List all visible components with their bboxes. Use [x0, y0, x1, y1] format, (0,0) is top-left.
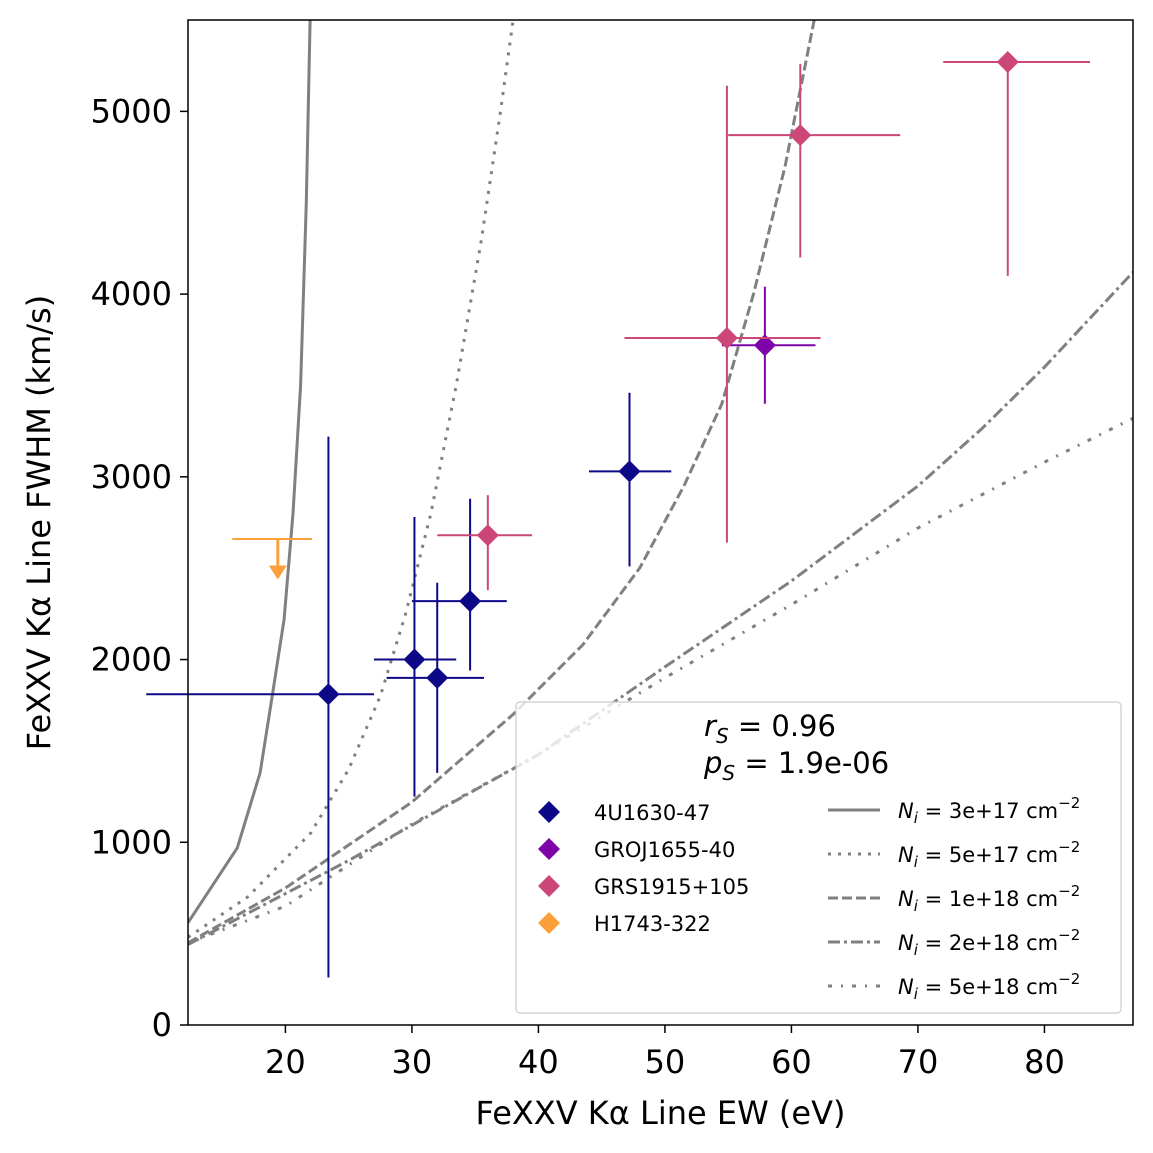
legend-entry-ni-1e-18: Ni = 1e+18 cm−2 — [828, 882, 1080, 915]
y-tick-label: 5000 — [91, 92, 172, 130]
legend-diamond-marker — [538, 912, 560, 934]
legend-series-entries: 4U1630-47 GROJ1655-40 GRS1915+105 H1743-322 — [538, 801, 749, 936]
x-tick-label: 20 — [265, 1043, 306, 1081]
legend-curve-label: Ni = 5e+17 cm−2 — [898, 838, 1080, 871]
legend-series-label: GROJ1655-40 — [594, 838, 735, 862]
data-point-grs1915-105-1 — [437, 495, 533, 591]
diamond-marker — [996, 51, 1019, 74]
legend-entry-4u1630-47: 4U1630-47 — [538, 801, 710, 825]
spearman-p-label: pS = 1.9e-06 — [703, 746, 889, 785]
diamond-marker — [476, 524, 499, 547]
data-point-grs1915-105-4 — [943, 51, 1090, 276]
legend: rS = 0.96 pS = 1.9e-06 4U1630-47 GROJ1655… — [515, 701, 1122, 1014]
data-point-grs1915-105-2 — [624, 85, 821, 543]
model-curve-ni-5e-17 — [188, 20, 515, 939]
model-curves-layer — [188, 20, 1133, 946]
legend-diamond-marker — [538, 875, 560, 897]
data-point-groj1655-40-1 — [721, 286, 816, 404]
model-curve-ni-1e-18 — [188, 20, 816, 945]
upper-limit-arrow-icon — [268, 565, 287, 580]
legend-entry-grs1915-105: GRS1915+105 — [538, 875, 749, 899]
model-curve-ni-5e-18 — [188, 416, 1133, 945]
data-point-4u1630-47-4 — [411, 498, 507, 671]
legend-entry-ni-5e-17: Ni = 5e+17 cm−2 — [828, 838, 1080, 871]
legend-series-label: H1743-322 — [594, 912, 711, 936]
legend-curve-label: Ni = 5e+18 cm−2 — [898, 970, 1080, 1003]
diamond-marker — [403, 648, 426, 671]
data-point-4u1630-47-3 — [386, 582, 485, 773]
diamond-marker — [753, 334, 776, 357]
diamond-marker — [715, 326, 738, 349]
x-tick-label: 30 — [392, 1043, 433, 1081]
y-tick-label: 2000 — [91, 641, 172, 679]
legend-series-label: 4U1630-47 — [594, 801, 710, 825]
diamond-marker — [426, 666, 449, 689]
diamond-marker — [789, 124, 812, 147]
x-tick-label: 70 — [898, 1043, 939, 1081]
data-point-4u1630-47-2 — [373, 517, 457, 797]
axis-ticks-layer: 20 30 40 50 60 70 80 0 1000 2000 3000 4000 5000 — [91, 92, 1065, 1081]
legend-box — [515, 701, 1122, 1014]
legend-curve-entries: Ni = 3e+17 cm−2 Ni = 5e+17 cm−2 Ni = 1e+18… — [828, 794, 1080, 1003]
x-tick-label: 50 — [645, 1043, 686, 1081]
data-point-4u1630-47-5 — [589, 392, 672, 567]
data-point-h1743-322-1 — [232, 537, 312, 580]
legend-entry-ni-5e-18: Ni = 5e+18 cm−2 — [828, 970, 1080, 1003]
x-tick-label: 60 — [771, 1043, 812, 1081]
diamond-marker — [317, 683, 340, 706]
plot-frame — [187, 19, 1134, 1026]
x-axis-label: FeXXV Kα Line EW (eV) — [476, 1094, 846, 1132]
legend-entry-ni-2e-18: Ni = 2e+18 cm−2 — [828, 926, 1080, 959]
data-point-grs1915-105-3 — [728, 63, 901, 258]
spearman-r-label: rS = 0.96 — [704, 709, 836, 748]
x-tick-label: 80 — [1024, 1043, 1065, 1081]
model-curve-ni-3e-17 — [188, 20, 312, 924]
legend-curve-label: Ni = 1e+18 cm−2 — [898, 882, 1080, 915]
legend-diamond-marker — [538, 801, 560, 823]
y-tick-label: 0 — [152, 1006, 172, 1044]
data-points-layer — [146, 51, 1090, 978]
diamond-marker — [618, 460, 641, 483]
x-tick-label: 40 — [518, 1043, 559, 1081]
legend-diamond-marker — [538, 838, 560, 860]
legend-curve-label: Ni = 3e+17 cm−2 — [898, 794, 1080, 827]
y-tick-label: 4000 — [91, 275, 172, 313]
diamond-marker — [459, 590, 482, 613]
y-tick-label: 3000 — [91, 458, 172, 496]
legend-entry-ni-3e-17: Ni = 3e+17 cm−2 — [828, 794, 1080, 827]
legend-entry-groj1655-40: GROJ1655-40 — [538, 838, 735, 862]
y-axis-label: FeXXV Kα Line FWHM (km/s) — [20, 295, 58, 750]
y-tick-label: 1000 — [91, 823, 172, 861]
data-point-4u1630-47-1 — [146, 436, 374, 978]
legend-series-label: GRS1915+105 — [594, 875, 749, 899]
legend-entry-h1743-322: H1743-322 — [538, 912, 711, 936]
legend-curve-label: Ni = 2e+18 cm−2 — [898, 926, 1080, 959]
